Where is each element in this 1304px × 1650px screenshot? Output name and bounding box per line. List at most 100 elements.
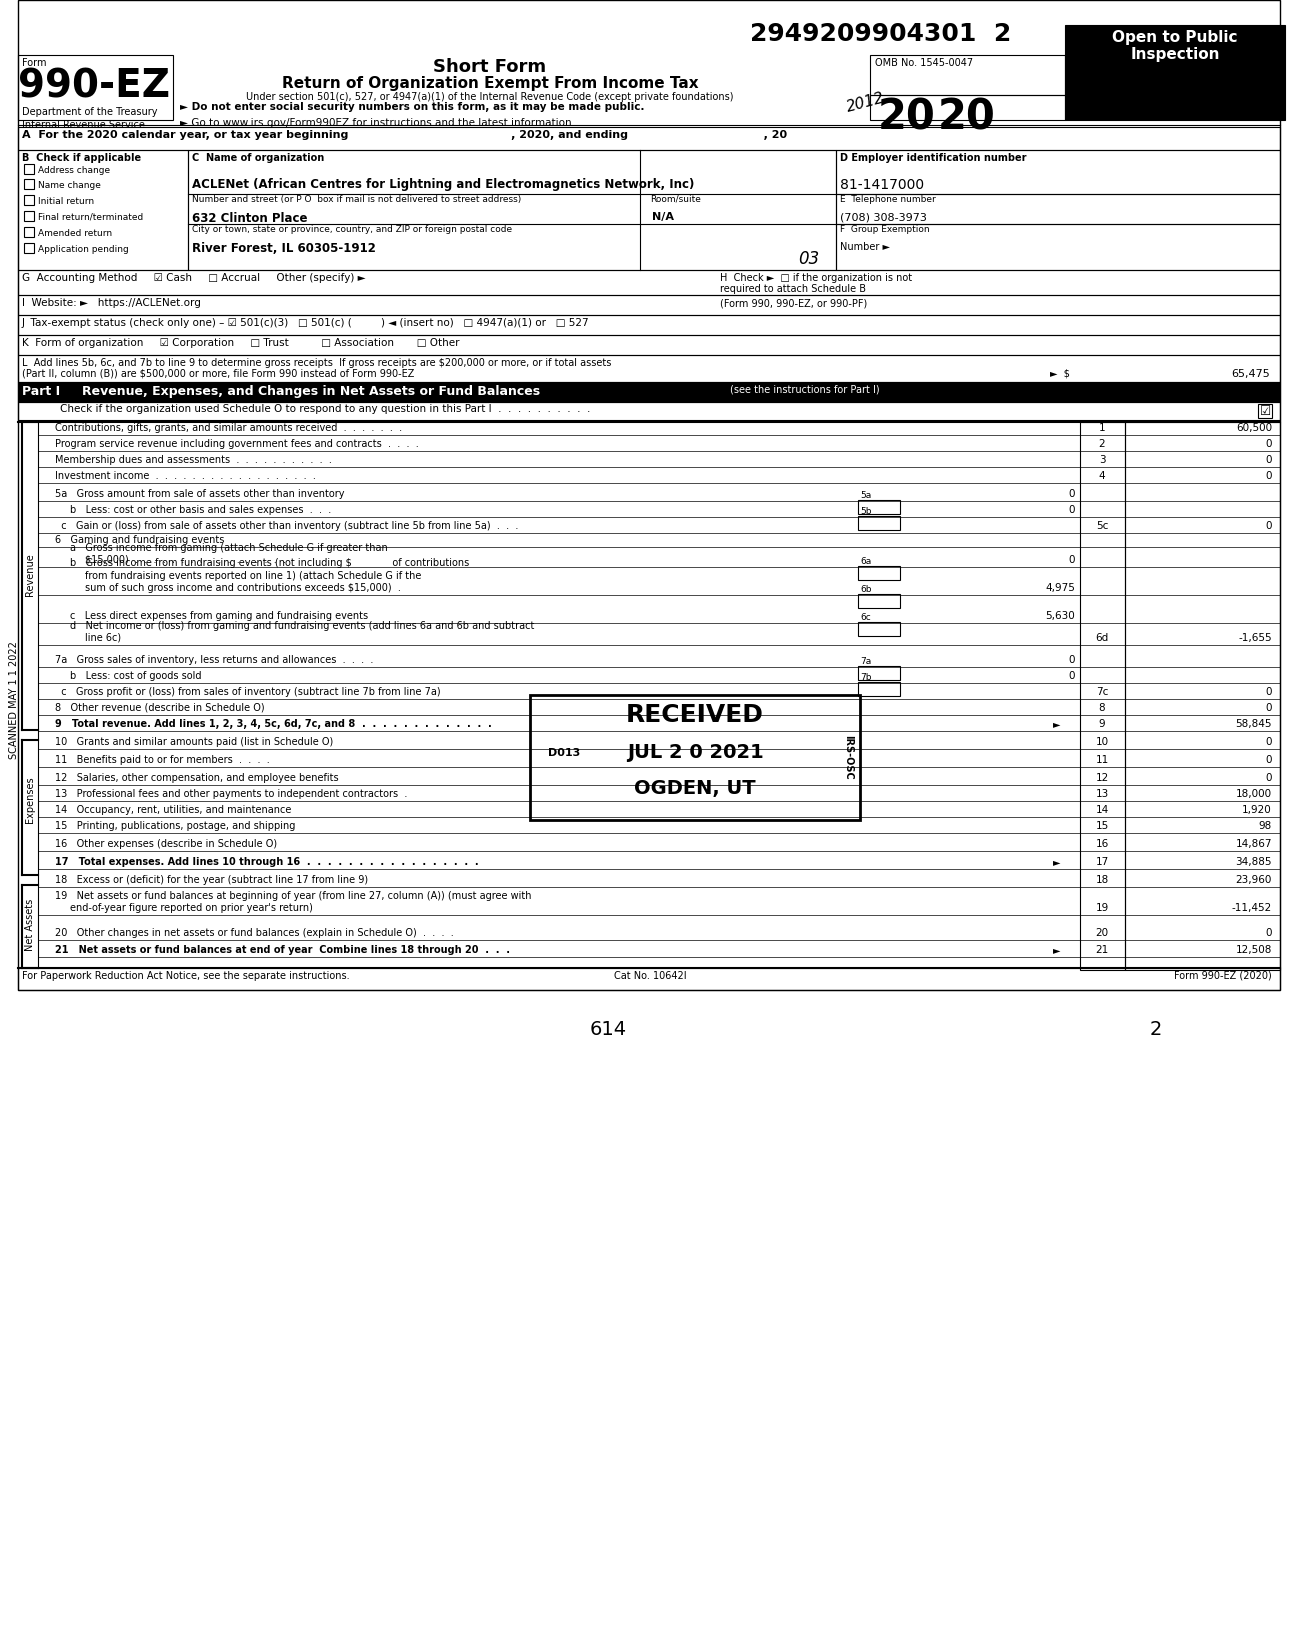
Text: 632 Clinton Place: 632 Clinton Place: [192, 211, 308, 224]
Text: -1,655: -1,655: [1239, 634, 1271, 644]
Text: 03: 03: [798, 251, 819, 267]
Bar: [858, 566, 900, 581]
Text: 34,885: 34,885: [1235, 856, 1271, 866]
Text: 13: 13: [1095, 789, 1108, 799]
Bar: [858, 594, 900, 607]
Text: 2: 2: [1099, 439, 1106, 449]
Text: 16: 16: [1095, 838, 1108, 850]
Text: Revenue, Expenses, and Changes in Net Assets or Fund Balances: Revenue, Expenses, and Changes in Net As…: [82, 384, 540, 398]
Text: 81-1417000: 81-1417000: [840, 178, 925, 191]
Bar: [529, 695, 861, 820]
Text: 16   Other expenses (describe in Schedule O): 16 Other expenses (describe in Schedule …: [55, 838, 278, 850]
Text: 18   Excess or (deficit) for the year (subtract line 17 from line 9): 18 Excess or (deficit) for the year (sub…: [55, 874, 368, 884]
Text: Final return/terminated: Final return/terminated: [38, 213, 143, 223]
Text: 14,867: 14,867: [1235, 838, 1271, 850]
Text: 15: 15: [1095, 822, 1108, 832]
Text: I  Website: ►   https://ACLENet.org: I Website: ► https://ACLENet.org: [22, 299, 201, 309]
Text: 11   Benefits paid to or for members  .  .  .  .: 11 Benefits paid to or for members . . .…: [55, 756, 270, 766]
Text: Part I: Part I: [22, 384, 60, 398]
Text: 0: 0: [1265, 703, 1271, 713]
Text: 65,475: 65,475: [1231, 370, 1270, 380]
Text: d   Net income or (loss) from gaming and fundraising events (add lines 6a and 6b: d Net income or (loss) from gaming and f…: [70, 620, 535, 630]
Bar: [23, 228, 34, 238]
Bar: [18, 295, 1281, 315]
Text: 20: 20: [938, 97, 996, 139]
Text: Revenue: Revenue: [25, 554, 35, 596]
Text: 7b: 7b: [861, 673, 871, 681]
Text: Form: Form: [22, 58, 47, 68]
Text: b   Gross income from fundraising events (not including $             of contrib: b Gross income from fundraising events (…: [70, 558, 469, 568]
Bar: [23, 178, 34, 190]
Text: Form 990-EZ (2020): Form 990-EZ (2020): [1174, 970, 1271, 982]
Text: 1,920: 1,920: [1243, 805, 1271, 815]
Text: Return of Organization Exempt From Income Tax: Return of Organization Exempt From Incom…: [282, 76, 699, 91]
Text: c   Gain or (loss) from sale of assets other than inventory (subtract line 5b fr: c Gain or (loss) from sale of assets oth…: [55, 521, 519, 531]
Text: Check if the organization used Schedule O to respond to any question in this Par: Check if the organization used Schedule …: [60, 404, 591, 414]
Text: 7c: 7c: [1095, 686, 1108, 696]
Bar: [18, 969, 1281, 990]
Text: 2012: 2012: [845, 91, 887, 116]
Text: 10   Grants and similar amounts paid (list in Schedule O): 10 Grants and similar amounts paid (list…: [55, 738, 334, 747]
Text: a   Gross income from gaming (attach Schedule G if greater than: a Gross income from gaming (attach Sched…: [70, 543, 387, 553]
Bar: [858, 516, 900, 530]
Text: 20   Other changes in net assets or fund balances (explain in Schedule O)  .  . : 20 Other changes in net assets or fund b…: [55, 927, 454, 937]
Text: 0: 0: [1068, 488, 1074, 498]
Text: 5c: 5c: [1095, 521, 1108, 531]
Text: (Form 990, 990-EZ, or 990-PF): (Form 990, 990-EZ, or 990-PF): [720, 299, 867, 309]
Bar: [23, 163, 34, 173]
Text: 0: 0: [1265, 521, 1271, 531]
Text: 4,975: 4,975: [1045, 582, 1074, 592]
Text: 0: 0: [1265, 470, 1271, 482]
Bar: [18, 0, 1281, 990]
Text: OMB No. 1545-0047: OMB No. 1545-0047: [875, 58, 973, 68]
Text: -11,452: -11,452: [1232, 903, 1271, 912]
Text: 0: 0: [1265, 738, 1271, 747]
Bar: [23, 211, 34, 221]
Text: 0: 0: [1265, 772, 1271, 784]
Text: Short Form: Short Form: [433, 58, 546, 76]
Text: D013: D013: [548, 747, 580, 757]
Text: Number and street (or P O  box if mail is not delivered to street address): Number and street (or P O box if mail is…: [192, 195, 522, 205]
Text: City or town, state or province, country, and ZIP or foreign postal code: City or town, state or province, country…: [192, 224, 512, 234]
Text: N/A: N/A: [652, 211, 674, 223]
Text: 2: 2: [1150, 1020, 1162, 1040]
Text: OGDEN, UT: OGDEN, UT: [634, 779, 756, 799]
Text: 0: 0: [1265, 455, 1271, 465]
Text: 6d: 6d: [1095, 634, 1108, 644]
Text: 13   Professional fees and other payments to independent contractors  .: 13 Professional fees and other payments …: [55, 789, 407, 799]
Text: sum of such gross income and contributions exceeds $15,000)  .: sum of such gross income and contributio…: [85, 582, 400, 592]
Text: 18,000: 18,000: [1236, 789, 1271, 799]
Text: Program service revenue including government fees and contracts  .  .  .  .: Program service revenue including govern…: [55, 439, 419, 449]
Text: For Paperwork Reduction Act Notice, see the separate instructions.: For Paperwork Reduction Act Notice, see …: [22, 970, 349, 982]
Text: 5a: 5a: [861, 492, 871, 500]
Text: 7a   Gross sales of inventory, less returns and allowances  .  .  .  .: 7a Gross sales of inventory, less return…: [55, 655, 373, 665]
Text: 60,500: 60,500: [1236, 422, 1271, 432]
Text: Number ►: Number ►: [840, 243, 891, 252]
Text: 9: 9: [1099, 719, 1106, 729]
Text: 5a   Gross amount from sale of assets other than inventory: 5a Gross amount from sale of assets othe…: [55, 488, 344, 498]
Bar: [1125, 422, 1281, 970]
Text: 1: 1: [1099, 422, 1106, 432]
Text: Expenses: Expenses: [25, 777, 35, 823]
Text: 0: 0: [1265, 686, 1271, 696]
Text: 20: 20: [1095, 927, 1108, 937]
Text: Internal Revenue Service: Internal Revenue Service: [22, 120, 145, 130]
Bar: [23, 195, 34, 205]
Text: Cat No. 10642I: Cat No. 10642I: [614, 970, 686, 982]
Text: Initial return: Initial return: [38, 196, 94, 206]
Bar: [858, 500, 900, 515]
Bar: [18, 127, 1281, 150]
Text: c   Less direct expenses from gaming and fundraising events: c Less direct expenses from gaming and f…: [70, 610, 368, 620]
Text: 0: 0: [1068, 672, 1074, 681]
Text: Address change: Address change: [38, 167, 110, 175]
Text: Department of the Treasury: Department of the Treasury: [22, 107, 158, 117]
Text: A  For the 2020 calendar year, or tax year beginning                            : A For the 2020 calendar year, or tax yea…: [22, 130, 788, 140]
Text: ACLENet (African Centres for Lightning and Electromagnetics Network, Inc): ACLENet (African Centres for Lightning a…: [192, 178, 694, 191]
Bar: [1258, 404, 1271, 417]
Text: 0: 0: [1265, 439, 1271, 449]
Text: 14   Occupancy, rent, utilities, and maintenance: 14 Occupancy, rent, utilities, and maint…: [55, 805, 291, 815]
Text: 23,960: 23,960: [1236, 874, 1271, 884]
Text: 98: 98: [1258, 822, 1271, 832]
Bar: [870, 54, 1065, 96]
Text: ►: ►: [1052, 945, 1060, 955]
